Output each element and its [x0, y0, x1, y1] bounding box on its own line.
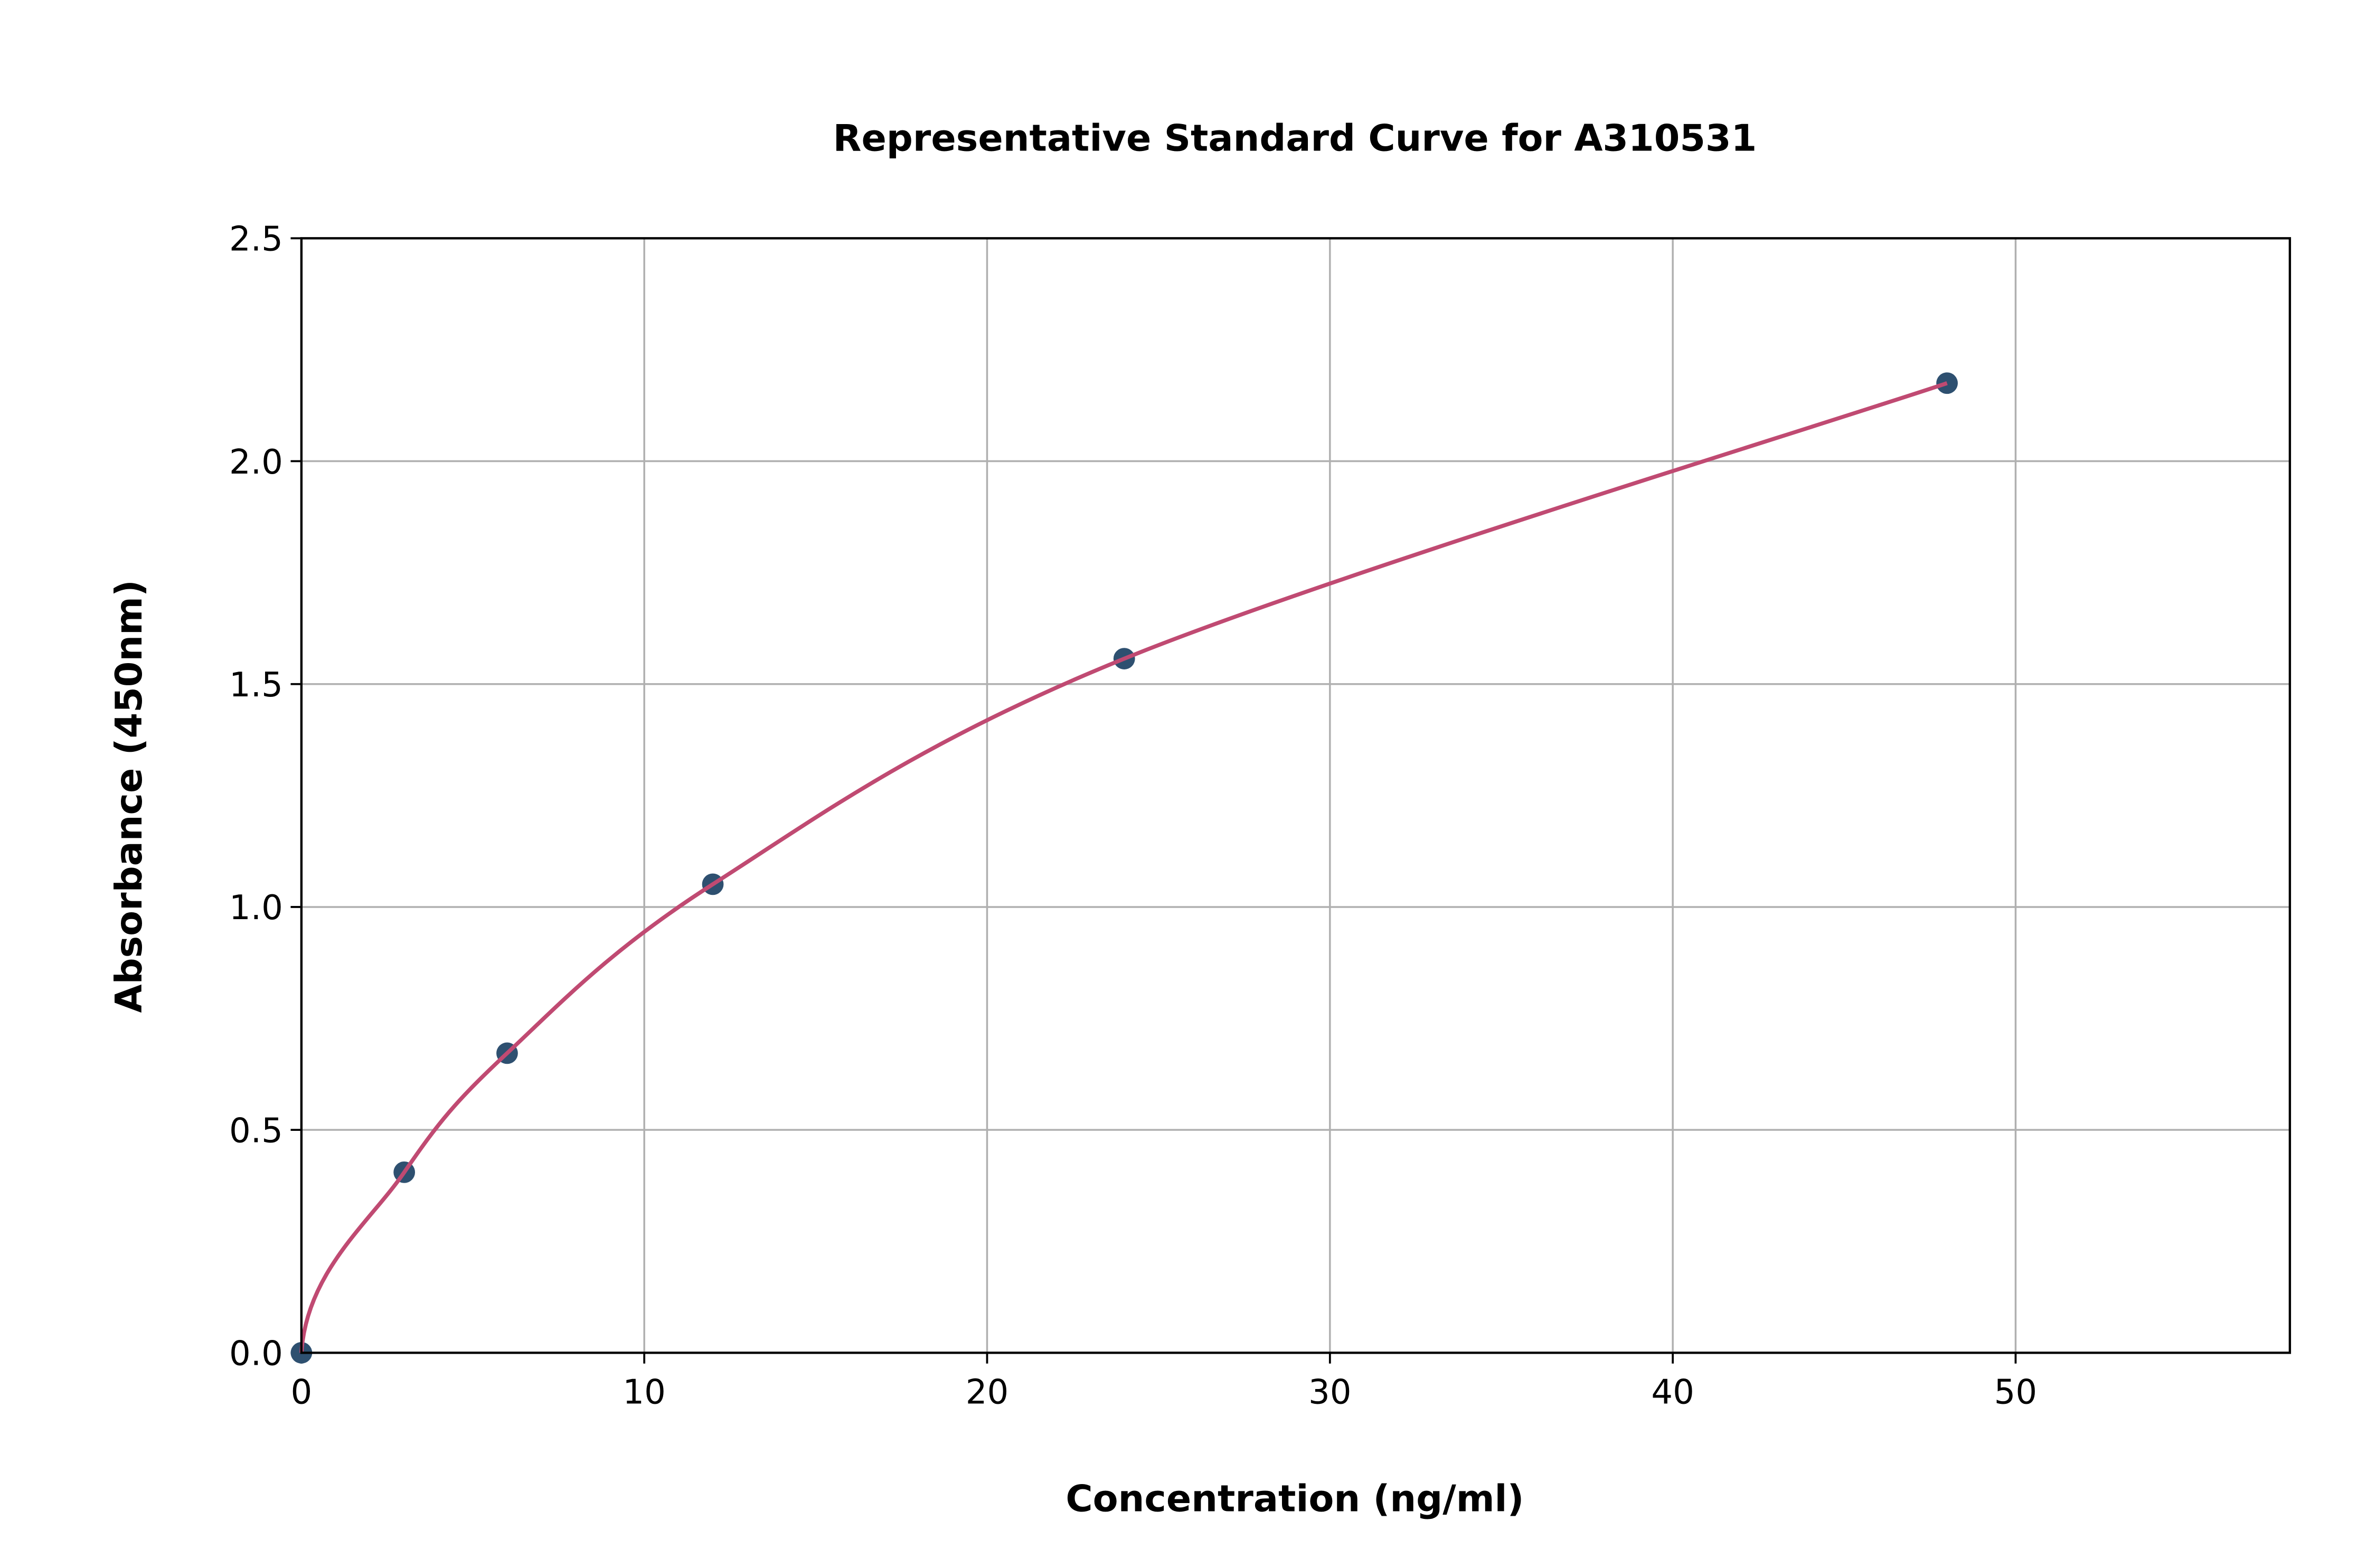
x-tick-label: 0: [290, 1373, 312, 1412]
data-points: [290, 372, 1958, 1364]
plot-frame: [300, 237, 2292, 1354]
y-tick-label: 0.5: [229, 1111, 283, 1150]
x-tick-label: 50: [1994, 1373, 2038, 1412]
x-tick-label: 10: [623, 1373, 666, 1412]
fit-curve: [299, 381, 1948, 1353]
x-axis: 0 10 20 30 40 50: [290, 1353, 2037, 1412]
chart-title: Representative Standard Curve for A31053…: [833, 117, 1757, 159]
x-axis-label: Concentration (ng/ml): [1066, 1477, 1524, 1520]
y-axis: 0.0 0.5 1.0 1.5 2.0 2.5: [229, 220, 301, 1374]
y-tick-label: 2.0: [229, 443, 283, 482]
grid: [300, 237, 2290, 1354]
y-tick-label: 1.5: [229, 666, 283, 705]
y-tick-label: 2.5: [229, 220, 283, 259]
y-tick-label: 1.0: [229, 889, 283, 928]
x-tick-label: 30: [1308, 1373, 1352, 1412]
y-tick-label: 0.0: [229, 1335, 283, 1374]
data-point: [1936, 372, 1958, 394]
y-axis-label: Absorbance (450nm): [108, 580, 150, 1013]
x-tick-label: 20: [966, 1373, 1009, 1412]
x-tick-label: 40: [1651, 1373, 1694, 1412]
